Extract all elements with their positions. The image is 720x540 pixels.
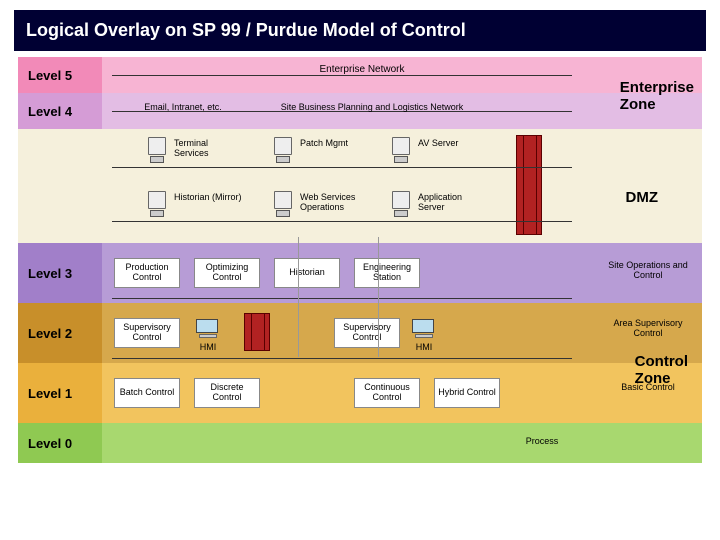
server-icon xyxy=(392,191,412,215)
l1-box: Discrete Control xyxy=(194,378,260,408)
level-3-label: Level 3 xyxy=(18,243,102,303)
level-2-label: Level 2 xyxy=(18,303,102,363)
l5-band-text: Enterprise Network xyxy=(282,64,442,75)
server-icon xyxy=(274,191,294,215)
server-icon xyxy=(392,137,412,161)
l3-box: Historian xyxy=(274,258,340,288)
l3-box: Engineering Station xyxy=(354,258,420,288)
hmi-label: HMI xyxy=(192,343,224,353)
l2-right-label: Area Supervisory Control xyxy=(608,319,688,339)
firewall-icon xyxy=(516,135,542,235)
server-icon xyxy=(148,191,168,215)
level-4-row: Level 4 Email, Intranet, etc. Site Busin… xyxy=(18,93,702,129)
l3-right-label: Site Operations and Control xyxy=(608,261,688,281)
enterprise-zone-label: EnterpriseZone xyxy=(620,79,694,113)
dmz-item-label: Patch Mgmt xyxy=(300,139,370,149)
level-3-row: Level 3 Production Control Optimizing Con… xyxy=(18,243,702,303)
dmz-spacer xyxy=(18,129,102,243)
l1-box: Batch Control xyxy=(114,378,180,408)
l4-band-text: Site Business Planning and Logistics Net… xyxy=(262,103,482,113)
level-0-row: Level 0 Process xyxy=(18,423,702,463)
server-icon xyxy=(148,137,168,161)
dmz-item-label: Web Services Operations xyxy=(300,193,370,213)
control-zone-label: ControlZone xyxy=(635,353,688,387)
level-0-label: Level 0 xyxy=(18,423,102,463)
purdue-diagram: Level 5 Enterprise Network Level 4 Email… xyxy=(14,57,706,527)
server-icon xyxy=(274,137,294,161)
dmz-item-label: Historian (Mirror) xyxy=(174,193,244,203)
level-5-row: Level 5 Enterprise Network xyxy=(18,57,702,93)
level-1-label: Level 1 xyxy=(18,363,102,423)
dmz-item-label: AV Server xyxy=(418,139,488,149)
monitor-icon xyxy=(412,319,436,339)
level-5-label: Level 5 xyxy=(18,57,102,93)
level-2-row: Level 2 Supervisory Control HMI Supervisor… xyxy=(18,303,702,363)
level-4-label: Level 4 xyxy=(18,93,102,129)
l3-box: Optimizing Control xyxy=(194,258,260,288)
l2-box: Supervisory Control xyxy=(334,318,400,348)
page-title: Logical Overlay on SP 99 / Purdue Model … xyxy=(14,10,706,51)
l1-box: Continuous Control xyxy=(354,378,420,408)
hmi-label: HMI xyxy=(408,343,440,353)
dmz-zone-label: DMZ xyxy=(626,189,659,206)
l5-network-line xyxy=(112,75,572,76)
l3-box: Production Control xyxy=(114,258,180,288)
dmz-item-label: Terminal Services xyxy=(174,139,244,159)
dmz-item-label: Application Server xyxy=(418,193,488,213)
firewall-icon xyxy=(244,313,270,351)
l1-box: Hybrid Control xyxy=(434,378,500,408)
l0-right-label: Process xyxy=(512,437,572,447)
level-1-row: Level 1 Batch Control Discrete Control Con… xyxy=(18,363,702,423)
monitor-icon xyxy=(196,319,220,339)
l2-box: Supervisory Control xyxy=(114,318,180,348)
dmz-row: Terminal Services Patch Mgmt AV Server Hist… xyxy=(18,129,702,243)
